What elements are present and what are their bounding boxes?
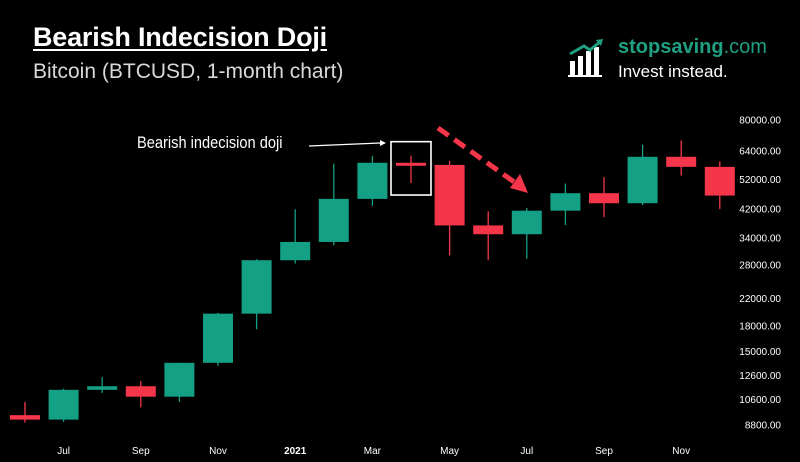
candle	[203, 312, 233, 366]
candle-body	[550, 193, 581, 211]
y-tick-label: 52000.00	[739, 175, 781, 186]
candle-body	[203, 313, 233, 363]
y-tick-label: 12600.00	[739, 371, 781, 382]
y-axis: 80000.00 64000.00 52000.00 42000.00 34000.00…	[739, 116, 781, 432]
trend-arrow	[436, 125, 528, 193]
chart-title: Bearish Indecision Doji	[33, 22, 327, 52]
candle	[10, 401, 40, 423]
candle-body	[473, 225, 504, 235]
candle-body	[318, 198, 349, 242]
candle-body	[434, 164, 465, 226]
y-tick-label: 34000.00	[739, 234, 781, 245]
y-tick-label: 8800.00	[745, 421, 782, 432]
candle-body	[666, 156, 697, 167]
y-tick-label: 42000.00	[739, 205, 781, 216]
candle	[396, 155, 426, 184]
candle-body	[357, 162, 388, 199]
brand-name: stopsaving.com	[618, 36, 767, 58]
candle-body	[241, 260, 272, 314]
candle-body	[125, 386, 156, 397]
candle	[627, 144, 658, 206]
candle	[550, 183, 581, 226]
candle-body	[589, 193, 619, 204]
candle	[589, 177, 619, 218]
candle	[48, 388, 79, 422]
chart-subtitle: Bitcoin (BTCUSD, 1-month chart)	[33, 60, 344, 83]
candle	[241, 259, 272, 330]
candle-body	[164, 362, 195, 397]
x-tick-label: Nov	[209, 446, 227, 457]
y-tick-label: 22000.00	[739, 294, 781, 305]
brand-tagline: Invest instead.	[618, 62, 728, 81]
candle	[511, 208, 542, 259]
annotation-label: Bearish indecision doji	[137, 133, 283, 152]
x-axis: Jul Sep Nov 2021 Mar May Jul Sep Nov	[57, 446, 690, 457]
x-tick-label: Jul	[520, 446, 533, 457]
candle	[357, 155, 388, 206]
candle	[434, 160, 465, 256]
candle	[164, 362, 195, 402]
candle	[280, 209, 311, 264]
candle	[87, 377, 118, 393]
y-tick-label: 15000.00	[739, 347, 781, 358]
y-tick-label: 18000.00	[739, 322, 781, 333]
x-tick-label: Mar	[364, 446, 382, 457]
bar-chart-arrow-icon	[568, 39, 603, 77]
x-tick-label: Sep	[595, 446, 613, 457]
x-tick-label: Jul	[57, 446, 70, 457]
brand-logo-block: stopsaving.com Invest instead.	[568, 36, 788, 86]
candle	[125, 380, 156, 408]
candle-body	[48, 389, 79, 420]
y-tick-label: 80000.00	[739, 116, 781, 127]
x-tick-label: Nov	[672, 446, 690, 457]
candle-body	[10, 415, 40, 420]
candle-body	[704, 166, 735, 196]
candle-body	[627, 156, 658, 204]
x-tick-label: Sep	[132, 446, 150, 457]
candle	[666, 140, 697, 176]
candle-body	[280, 241, 311, 261]
candle-body	[396, 162, 426, 166]
candle-body	[87, 386, 118, 390]
candle	[704, 161, 735, 210]
candle-body	[511, 210, 542, 235]
x-tick-label: 2021	[284, 446, 307, 457]
x-tick-label: May	[440, 446, 459, 457]
candle	[318, 163, 349, 246]
y-tick-label: 28000.00	[739, 261, 781, 272]
candle	[473, 211, 504, 261]
y-tick-label: 10600.00	[739, 395, 781, 406]
doji-highlight-box	[390, 140, 432, 196]
candles-layer	[10, 140, 735, 423]
y-tick-label: 64000.00	[739, 146, 781, 157]
annotation-arrow	[308, 140, 386, 147]
